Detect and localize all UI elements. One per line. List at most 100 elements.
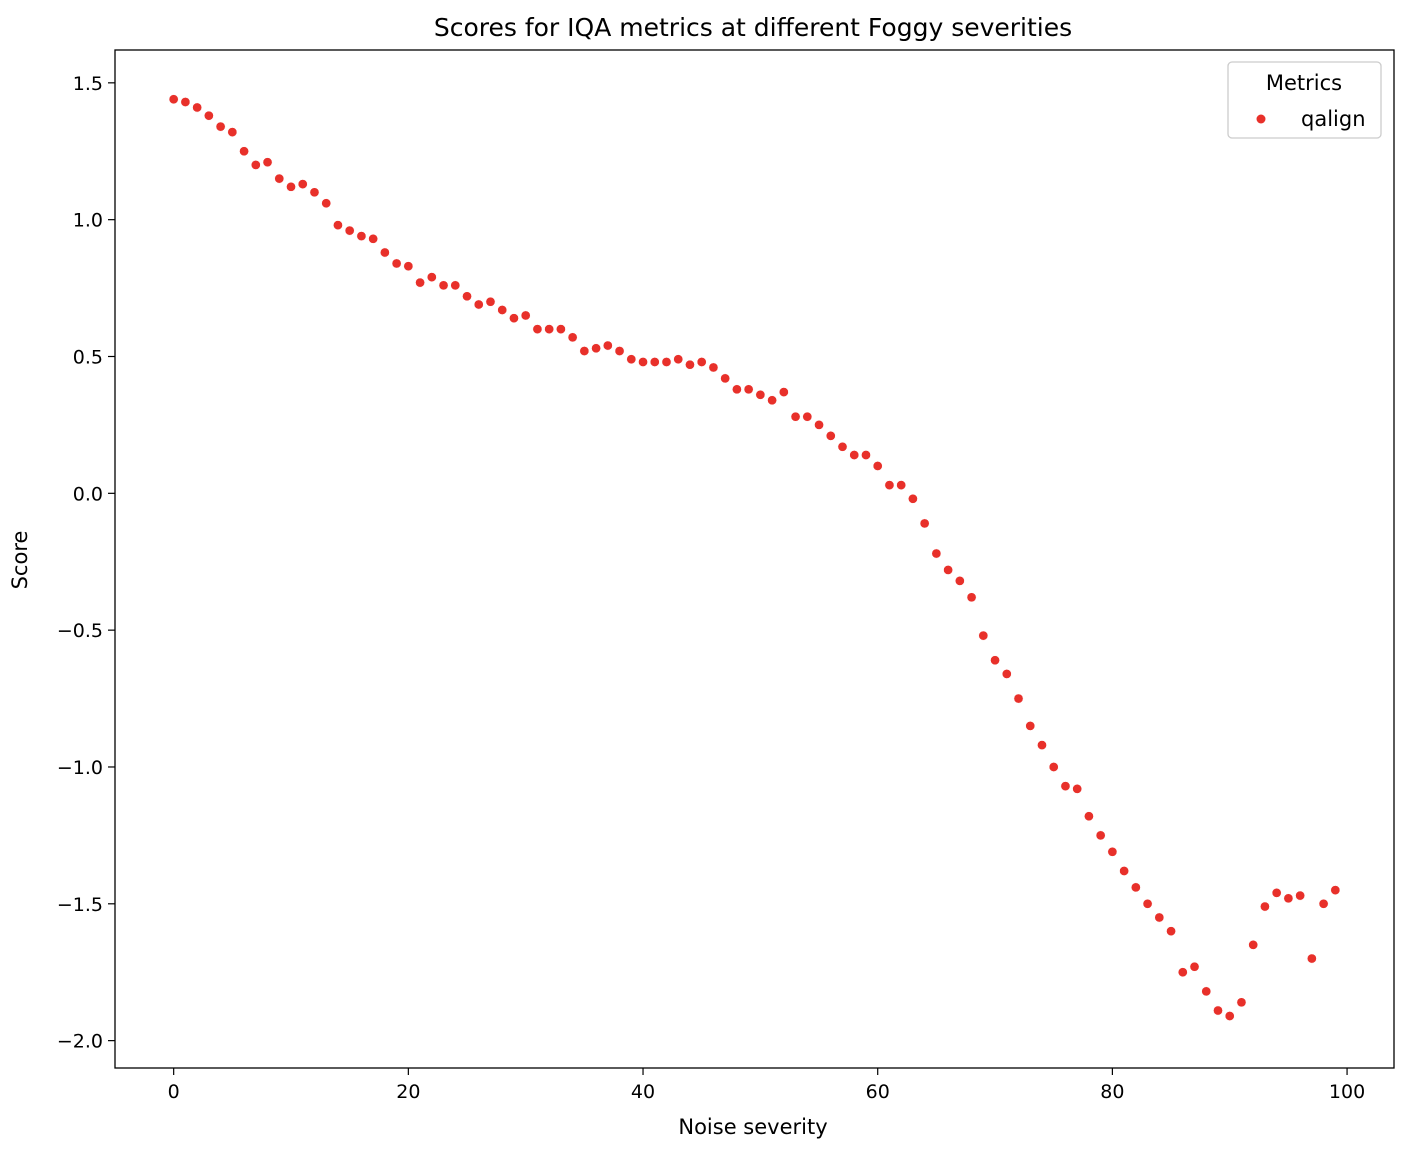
data-point	[239, 146, 249, 157]
data-point	[861, 450, 871, 460]
data-point	[532, 324, 543, 334]
x-axis-label: Noise severity	[678, 1115, 827, 1139]
x-tick-label: 80	[1100, 1081, 1124, 1103]
data-point	[966, 592, 977, 603]
data-point	[837, 441, 848, 452]
x-tick-label: 40	[631, 1081, 655, 1103]
data-point	[1060, 781, 1071, 791]
legend-title: Metrics	[1266, 71, 1342, 95]
data-point	[1084, 811, 1094, 822]
data-point	[1330, 885, 1341, 895]
data-point	[1189, 961, 1200, 972]
data-point	[767, 395, 777, 406]
data-point	[1142, 898, 1153, 909]
data-point	[1201, 986, 1212, 997]
data-point	[485, 296, 496, 307]
data-point	[708, 362, 719, 373]
data-point	[1307, 953, 1317, 964]
legend: Metrics qalign	[1227, 61, 1382, 139]
data-point	[344, 225, 355, 236]
data-point	[391, 258, 402, 269]
data-point	[849, 450, 860, 460]
data-point	[403, 261, 414, 272]
data-point	[520, 310, 531, 321]
y-tick-label: 0.5	[73, 346, 103, 368]
data-point	[1166, 926, 1176, 937]
data-point	[696, 357, 707, 367]
data-point	[579, 346, 590, 356]
data-point	[743, 384, 754, 395]
data-point	[1236, 997, 1247, 1008]
data-point	[380, 247, 390, 258]
data-point	[755, 389, 766, 400]
data-point	[896, 480, 907, 490]
x-tick-label: 0	[168, 1081, 180, 1103]
data-point	[1224, 1011, 1235, 1021]
x-axis: 0 20 40 60 80 100	[168, 1068, 1365, 1103]
data-point	[1213, 1005, 1223, 1016]
plot-area	[114, 49, 1395, 1069]
data-point	[250, 160, 261, 170]
legend-marker-qalign	[1256, 114, 1266, 124]
data-point	[286, 181, 296, 192]
y-tick-label: 1.0	[73, 210, 103, 232]
data-point	[1295, 890, 1305, 901]
data-point	[567, 332, 578, 343]
data-point	[1037, 740, 1047, 750]
data-point	[732, 384, 742, 395]
legend-box	[1227, 61, 1382, 139]
data-point	[602, 340, 613, 351]
y-tick-label: 0.0	[73, 483, 103, 505]
data-point	[614, 346, 625, 356]
data-point	[673, 354, 684, 365]
y-tick-label: −2.0	[57, 1031, 103, 1053]
data-point	[943, 565, 953, 575]
x-tick-label: 100	[1329, 1081, 1365, 1103]
y-axis: 1.5 1.0 0.5 0.0 −0.5 −1.0 −1.5 −2.0	[57, 73, 115, 1053]
y-tick-label: −1.5	[57, 894, 103, 916]
data-point	[356, 231, 367, 241]
data-point	[415, 277, 425, 288]
x-tick-label: 20	[396, 1081, 420, 1103]
data-point	[591, 343, 601, 354]
data-point	[638, 357, 648, 367]
data-point	[1072, 784, 1083, 794]
data-point	[1013, 693, 1024, 704]
data-point	[544, 324, 555, 334]
data-series-qalign	[168, 94, 1341, 1021]
data-point	[814, 420, 824, 430]
data-point	[1318, 898, 1329, 909]
y-tick-label: 1.5	[73, 73, 103, 95]
data-point	[1119, 866, 1129, 876]
legend-label-qalign: qalign	[1301, 107, 1366, 131]
data-point	[509, 313, 519, 324]
data-point	[333, 220, 343, 230]
data-point	[1177, 967, 1188, 978]
data-point	[978, 630, 989, 641]
data-point	[1048, 762, 1059, 772]
data-point	[649, 357, 660, 367]
data-point	[297, 179, 308, 189]
data-point	[274, 173, 285, 184]
data-point	[1025, 721, 1036, 731]
data-point	[919, 518, 930, 529]
data-point	[685, 359, 695, 370]
data-point	[227, 127, 238, 137]
data-point	[438, 280, 449, 291]
data-point	[720, 373, 731, 384]
data-point	[1283, 893, 1294, 904]
data-point	[1154, 912, 1165, 923]
data-point	[661, 357, 672, 367]
data-point	[626, 354, 637, 365]
data-point	[168, 94, 179, 105]
data-point	[802, 411, 813, 422]
data-point	[1107, 846, 1118, 857]
y-axis-label: Score	[8, 531, 32, 590]
data-point	[309, 187, 320, 198]
x-tick-label: 60	[866, 1081, 890, 1103]
data-point	[473, 299, 484, 310]
data-point	[450, 280, 461, 291]
data-point	[790, 411, 801, 422]
data-point	[497, 305, 508, 315]
